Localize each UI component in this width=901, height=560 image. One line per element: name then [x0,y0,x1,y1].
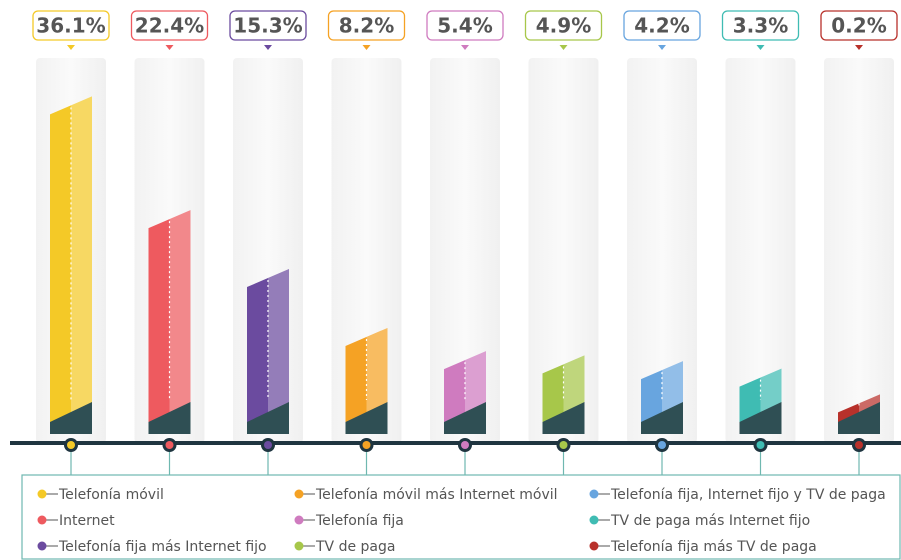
value-label-box [32,10,110,41]
axis-dot-inner [559,441,568,449]
bar-base [739,402,782,434]
bar-highlight [169,210,191,430]
legend-marker [37,541,47,551]
axis-dot-inner [362,441,371,449]
axis-dot-inner [658,441,666,449]
value-label-box [130,10,209,41]
legend-marker [37,489,47,499]
legend-label: Telefonía fija [315,513,404,529]
bar-track [528,58,599,443]
value-label: 4.2% [634,14,689,38]
axis-dot-inner [461,441,469,449]
value-pointer [756,45,765,50]
value-pointer [461,45,469,50]
value-pointer [264,45,272,50]
value-label: 15.3% [233,14,302,38]
legend-marker [294,541,304,551]
value-pointer [855,45,863,50]
value-label-box [327,10,406,41]
bar-base [444,402,486,434]
value-pointer [658,45,666,50]
bar-base [641,402,683,434]
bar-base [50,402,92,434]
bar-track [430,58,500,443]
legend-label: TV de paga [315,539,395,555]
bar-base [542,402,585,434]
value-label-box [229,10,307,41]
axis-dot-inner [165,441,174,449]
legend-marker [294,489,304,499]
value-label-box [524,10,603,41]
value-label: 3.3% [733,14,788,38]
legend-marker [589,541,599,551]
legend-marker [294,515,304,525]
bar [247,269,289,430]
value-label-box [623,10,701,41]
value-label-box [820,10,898,41]
bar-track [824,58,894,443]
legend-label: Telefonía móvil más Internet móvil [315,487,558,503]
legend-box [21,474,901,560]
value-pointer [362,45,371,50]
value-label: 4.9% [536,14,591,38]
bar-highlight [366,327,388,430]
value-label-box [721,10,800,41]
axis-dot-inner [756,441,765,449]
value-label: 8.2% [339,14,394,38]
legend-label: Internet [59,513,115,529]
legend-label: Telefonía móvil [58,487,164,503]
value-label-box [426,10,504,41]
legend-marker [589,515,599,525]
legend-label: TV de paga más Internet fijo [610,513,810,529]
value-pointer [165,45,174,50]
legend-label: Telefonía fija más TV de paga [610,539,817,555]
legend-label: Telefonía fija, Internet fijo y TV de pa… [610,487,886,503]
value-label: 22.4% [135,14,204,38]
axis-dot-inner [264,441,272,449]
value-label: 5.4% [437,14,492,38]
legend-marker [589,489,599,499]
bar-track [627,58,697,443]
value-pointer [67,45,75,50]
value-label: 36.1% [36,14,105,38]
legend-marker [37,515,47,525]
bar-base [345,402,388,434]
legend-label: Telefonía fija más Internet fijo [58,539,267,555]
bar-base [148,402,191,434]
bar [148,210,191,430]
bar-track [725,58,796,443]
axis-dot-inner [855,441,863,449]
bar-highlight [71,96,92,431]
value-label: 0.2% [831,14,886,38]
bar-highlight [268,269,289,430]
bar-base [838,402,880,434]
axis-dot-inner [67,441,75,449]
bar-base [247,402,289,434]
value-pointer [559,45,568,50]
